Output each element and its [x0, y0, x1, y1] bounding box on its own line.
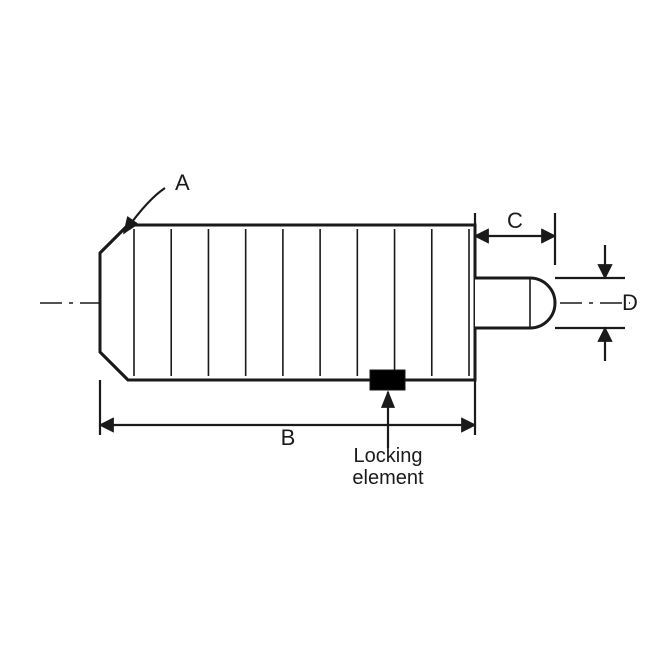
- locking-label-line1: Locking: [354, 445, 423, 467]
- plunger-body: [100, 225, 475, 380]
- dim-d-label: D: [622, 290, 638, 315]
- dim-b-label: B: [281, 425, 296, 450]
- locking-element: [370, 370, 405, 390]
- locking-label-line2: element: [352, 467, 424, 489]
- dim-c-label: C: [507, 208, 523, 233]
- dim-a-label: A: [175, 170, 190, 195]
- plunger-pin: [475, 278, 555, 328]
- plunger-technical-diagram: B C D A Lockingelement: [0, 0, 670, 670]
